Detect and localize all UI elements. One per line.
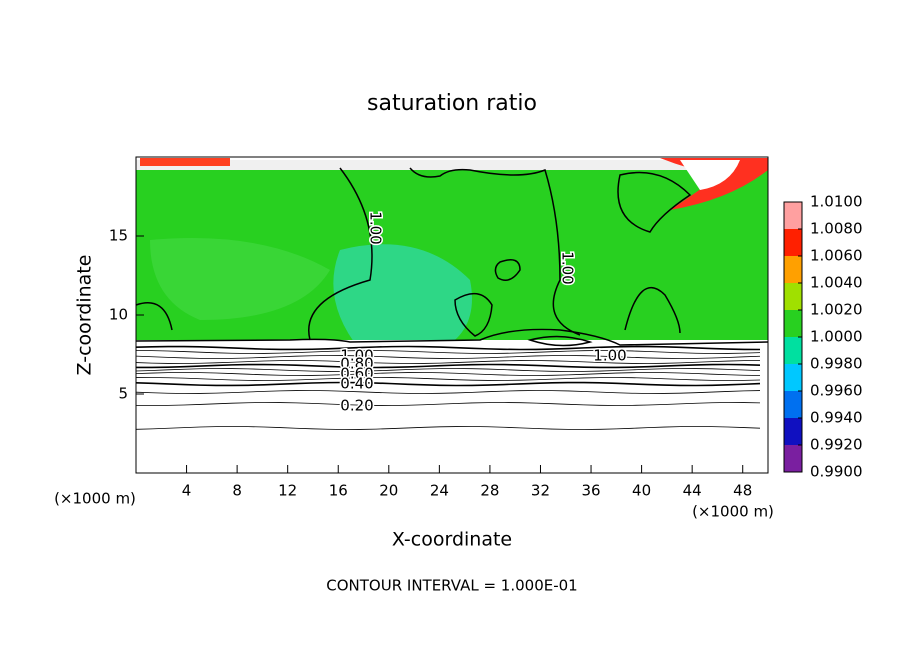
y-tick-label: 10	[109, 306, 128, 324]
colorbar-band	[784, 337, 802, 364]
field-top	[136, 160, 768, 170]
contour-layer	[135, 368, 761, 372]
colorbar-band	[784, 256, 802, 283]
contour	[624, 286, 681, 334]
field-top-red	[140, 158, 230, 166]
contour-label: 1.00	[559, 251, 577, 284]
colorbar-band	[784, 364, 802, 391]
x-tick-label: 16	[329, 482, 348, 500]
footer: CONTOUR INTERVAL = 1.000E-01	[326, 577, 577, 595]
field-light	[150, 238, 330, 320]
contour	[454, 292, 493, 337]
contour-layer	[135, 345, 761, 351]
y-unit: (×1000 m)	[54, 490, 136, 508]
x-tick-label: 36	[581, 482, 600, 500]
contour-layer	[135, 426, 761, 430]
colorbar-band	[784, 418, 802, 445]
y-tick-label: 5	[118, 385, 128, 403]
contour	[409, 167, 581, 336]
contour-layer	[135, 390, 761, 394]
colorbar-tick-label: 0.9980	[810, 355, 863, 373]
contour	[527, 335, 593, 347]
colorbar-band	[784, 445, 802, 472]
colorbar-tick-label: 1.0080	[810, 220, 863, 238]
x-tick-label: 20	[379, 482, 398, 500]
x-tick-label: 24	[430, 482, 449, 500]
colorbar-band	[784, 229, 802, 256]
contour-label: 1.00	[593, 347, 626, 365]
x-axis-title: X-coordinate	[392, 529, 512, 551]
x-tick-label: 40	[632, 482, 651, 500]
colorbar-band	[784, 202, 802, 229]
colorbar-tick-label: 0.9920	[810, 436, 863, 454]
colorbar-tick-label: 1.0040	[810, 274, 863, 292]
field-plume-core	[680, 160, 740, 190]
contour-label: 0.80	[340, 355, 373, 373]
colorbar-tick-label: 1.0100	[810, 193, 863, 211]
colorbar-band	[784, 310, 802, 337]
x-unit: (×1000 m)	[692, 503, 774, 521]
contour-layer	[135, 377, 761, 381]
colorbar-tick-label: 1.0060	[810, 247, 863, 265]
contour-layers	[135, 345, 761, 430]
colorbar-tick-label: 0.9940	[810, 409, 863, 427]
colorbar-tick-label: 0.9960	[810, 382, 863, 400]
field	[136, 157, 768, 473]
x-tick-label: 28	[480, 482, 499, 500]
contour	[308, 167, 373, 341]
contour-layer	[135, 363, 761, 369]
x-tick-label: 44	[683, 482, 702, 500]
x-tick-label: 8	[232, 482, 242, 500]
contour-layer	[135, 381, 761, 387]
contour	[494, 259, 521, 281]
contour	[135, 302, 173, 331]
y-axis-title: Z-coordinate	[74, 255, 96, 376]
contour-label: 0.20	[340, 397, 373, 415]
x-tick-label: 4	[182, 482, 192, 500]
x-tick-label: 32	[531, 482, 550, 500]
contours	[135, 167, 769, 347]
contour-label: 1.00	[340, 347, 373, 365]
x-tick-label: 48	[733, 482, 752, 500]
contour-label: 0.40	[340, 375, 373, 393]
colorbar-band	[784, 283, 802, 310]
contour-layer	[135, 350, 761, 354]
chart-title: saturation ratio	[367, 91, 537, 116]
contour	[135, 328, 769, 346]
colorbar-band	[784, 391, 802, 418]
y-tick-label: 15	[109, 227, 128, 245]
contour-label: 1.00	[367, 211, 385, 244]
colorbar-tick-label: 1.0020	[810, 301, 863, 319]
contour-layer	[135, 360, 761, 364]
contour-layer	[135, 402, 761, 406]
contour-label: 0.60	[340, 365, 373, 383]
colorbar-tick-label: 0.9900	[810, 463, 863, 481]
contour-layer	[135, 372, 761, 376]
field-cyan	[333, 244, 472, 350]
x-tick-label: 12	[278, 482, 297, 500]
contour-layer	[135, 355, 761, 359]
colorbar-tick-label: 1.0000	[810, 328, 863, 346]
contour	[617, 171, 692, 233]
